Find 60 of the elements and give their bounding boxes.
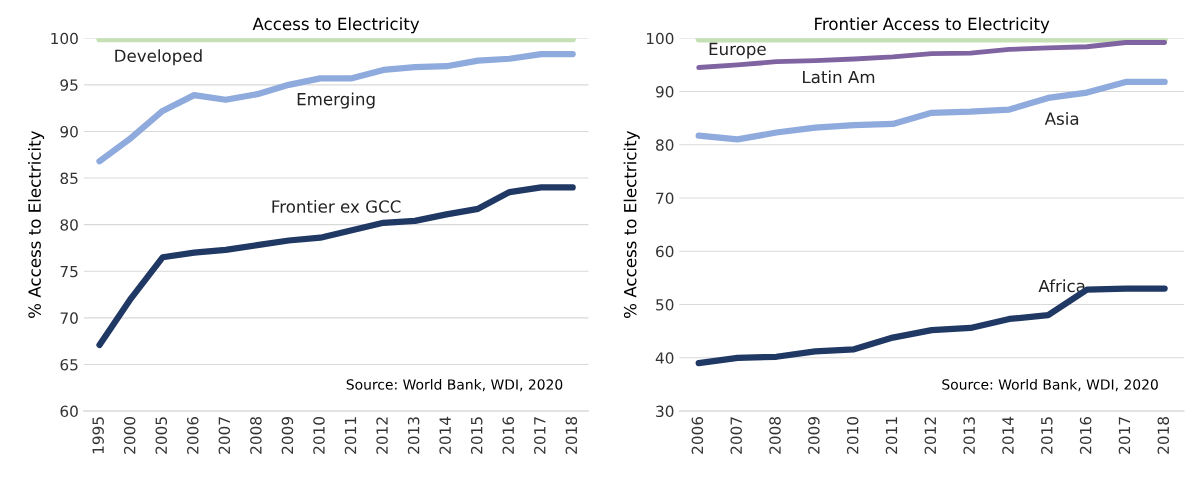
y-tick-label: 70 [656, 192, 674, 205]
x-tick-label: 2016 [1079, 416, 1092, 454]
annotation: Source: World Bank, WDI, 2020 [942, 379, 1158, 392]
y-tick-label: 90 [655, 85, 674, 98]
series-label: Asia [1044, 112, 1079, 125]
y-axis-title: % Access to Electricity [623, 131, 640, 318]
y-tick-label: 85 [60, 172, 78, 185]
y-tick-label: 70 [60, 312, 78, 324]
x-tick-label: 2006 [691, 416, 704, 454]
y-tick-label: 40 [655, 352, 674, 364]
series-label: Developed [115, 49, 202, 66]
chart-title: Frontier Access to Electricity [815, 17, 1050, 34]
x-tick-label: 2012 [376, 417, 388, 454]
x-tick-label: 2009 [281, 417, 294, 454]
line-series [696, 40, 1168, 70]
y-tick-label: 100 [51, 32, 78, 45]
x-tick-label: 2018 [565, 416, 578, 454]
x-tick-label: 2005 [155, 417, 168, 454]
x-tick-label: 2011 [885, 417, 898, 454]
series-label: Frontier ex GCC [272, 199, 401, 213]
series-label: Latin Am [803, 70, 875, 84]
x-tick-label: 2017 [534, 417, 546, 454]
x-tick-label: 2007 [730, 417, 742, 454]
series-label: Emerging [297, 92, 375, 109]
x-tick-label: 2006 [187, 416, 199, 454]
y-tick-label: 50 [656, 299, 674, 311]
series-label: Africa [1038, 279, 1085, 293]
x-tick-label: 2017 [1118, 417, 1131, 454]
x-tick-label: 2013 [963, 417, 975, 454]
x-tick-label: 2008 [769, 416, 781, 454]
x-tick-label: 2007 [218, 417, 231, 454]
y-tick-label: 65 [60, 358, 78, 371]
x-tick-label: 2018 [1157, 416, 1170, 454]
x-tick-label: 2015 [1041, 417, 1053, 454]
x-tick-label: 2010 [313, 416, 325, 454]
y-tick-label: 80 [60, 219, 78, 231]
x-tick-label: 1995 [92, 417, 104, 454]
x-tick-label: 2014 [1002, 416, 1014, 454]
x-tick-label: 2016 [502, 416, 515, 454]
x-tick-label: 2014 [439, 416, 451, 454]
x-tick-label: 2012 [924, 417, 937, 454]
x-tick-label: 2010 [846, 416, 859, 454]
y-tick-label: 60 [656, 245, 674, 258]
x-tick-label: 2015 [470, 417, 483, 454]
y-tick-label: 90 [60, 125, 78, 138]
y-tick-label: 60 [60, 405, 78, 418]
y-tick-label: 95 [60, 79, 78, 91]
x-tick-label: 2013 [407, 417, 420, 454]
y-tick-label: 30 [656, 405, 674, 418]
annotation: Source: World Bank, WDI, 2020 [346, 379, 563, 392]
y-tick-label: 75 [60, 265, 78, 278]
series-label: Europe [709, 42, 766, 59]
x-tick-label: 2008 [250, 416, 262, 454]
x-tick-label: 2009 [808, 417, 820, 454]
y-axis-title: % Access to Electricity [28, 131, 45, 318]
y-tick-label: 80 [656, 139, 674, 151]
x-tick-label: 2011 [344, 417, 357, 454]
chart-title: Access to Electricity [252, 17, 420, 34]
y-tick-label: 100 [646, 32, 674, 45]
x-tick-label: 2000 [123, 416, 136, 454]
